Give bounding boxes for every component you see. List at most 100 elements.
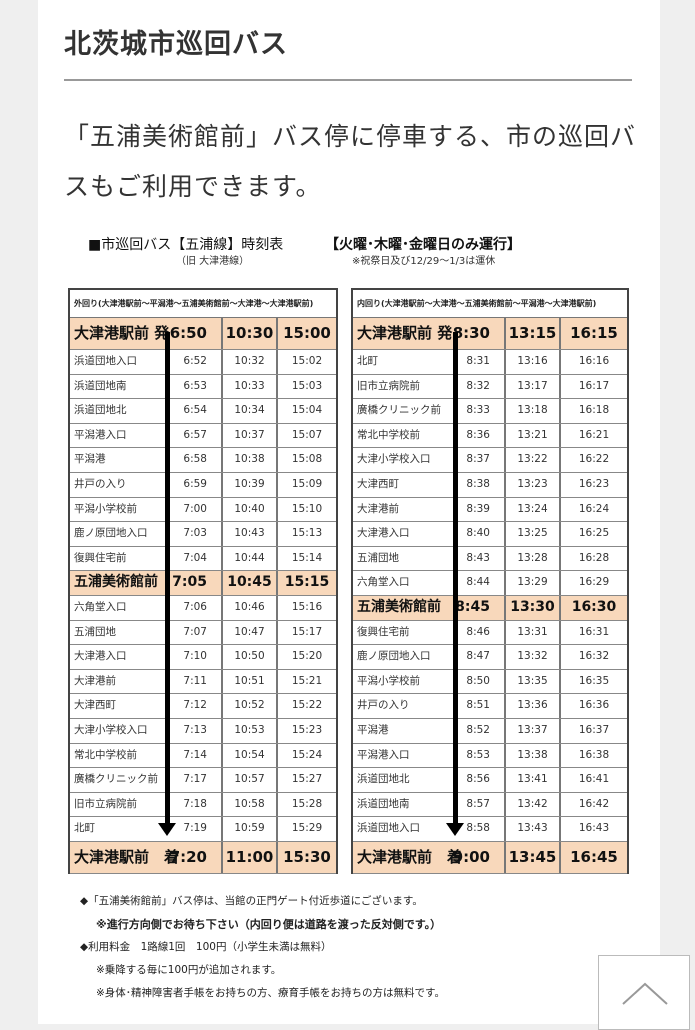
stop-name-cell: 旧市立病院前 8:32 [353, 374, 506, 399]
stop-name: 平潟小学校前 [357, 674, 420, 687]
table-row: 大津西町 7:12 10:52 15:22 [70, 694, 336, 719]
departure-time: 15:30 [283, 847, 331, 866]
table-row: 大津小学校入口 8:37 13:22 16:22 [353, 448, 627, 473]
departure-time: 7:11 [183, 674, 207, 687]
departure-time: 13:36 [506, 694, 561, 718]
departure-time: 10:58 [223, 792, 278, 817]
stop-name: 大津港駅前 着 [74, 847, 180, 866]
departure-time: 15:02 [291, 355, 323, 367]
departure-time: 15:28 [291, 797, 323, 810]
notes: ◆「五浦美術館前」バス停は、当館の正門ゲート付近歩道にございます。 ※進行方向側… [80, 890, 445, 1005]
table-row: 平潟港入口 6:57 10:37 15:07 [70, 423, 336, 449]
table-row: 大津港前 7:11 10:51 15:21 [70, 669, 336, 695]
stop-name: 鹿ノ原団地入口 [74, 527, 148, 540]
table-row: 鹿ノ原団地入口 7:03 10:43 15:13 [70, 522, 336, 547]
stop-name-cell: 大津小学校入口 7:13 [70, 718, 223, 743]
timetable-caption: ■市巡回バス【五浦線】時刻表 [88, 237, 284, 253]
stop-name-cell: 鹿ノ原団地入口 7:03 [70, 522, 223, 546]
stop-name-cell: 平潟港 8:52 [353, 718, 506, 743]
stop-name: 大津港駅前 発 [357, 324, 453, 342]
start-row: 大津港駅前 発 6:50 10:30 15:00 [70, 318, 336, 350]
departure-time: 15:21 [291, 674, 323, 687]
table-row: 浜道団地南 6:53 10:33 15:03 [70, 374, 336, 400]
departure-time: 13:22 [506, 448, 561, 472]
departure-time: 8:58 [466, 822, 490, 835]
stop-name-cell: 常北中学校前 7:14 [70, 743, 223, 768]
departure-time: 7:04 [183, 551, 207, 564]
stop-name-cell: 大津港駅前 着 7:20 [70, 841, 223, 873]
departure-time: 7:19 [183, 822, 207, 835]
scroll-to-top-button[interactable] [598, 955, 690, 1030]
departure-time: 7:07 [183, 625, 207, 638]
departure-time: 7:20 [169, 847, 207, 866]
departure-time: 10:45 [223, 571, 278, 595]
departure-time: 13:42 [506, 792, 561, 817]
stop-name-cell: 大津港駅前 発 6:50 [70, 318, 223, 349]
departure-time: 8:30 [452, 324, 490, 342]
stop-name: 北町 [357, 355, 378, 367]
highlight-stop-row: 五浦美術館前 7:05 10:45 15:15 [70, 571, 336, 596]
departure-time: 7:06 [183, 600, 207, 613]
table-row: 大津港前 8:39 13:24 16:24 [353, 497, 627, 523]
table-row: 平潟港入口 8:53 13:38 16:38 [353, 743, 627, 769]
stop-name-cell: 平潟港入口 6:57 [70, 423, 223, 448]
departure-time: 15:29 [291, 822, 323, 835]
table-row: 常北中学校前 7:14 10:54 15:24 [70, 743, 336, 769]
table-row: 井戸の入り 8:51 13:36 16:36 [353, 694, 627, 719]
departure-time: 13:31 [506, 620, 561, 645]
stop-name-cell: 六角堂入口 8:44 [353, 571, 506, 595]
table-row: 平潟小学校前 7:00 10:40 15:10 [70, 497, 336, 523]
departure-time: 13:35 [506, 669, 561, 694]
stop-name-cell: 浜道団地入口 6:52 [70, 350, 223, 374]
stop-name: 常北中学校前 [357, 428, 420, 441]
departure-time: 10:54 [223, 743, 278, 768]
table-row: 廣橋クリニック前 8:33 13:18 16:18 [353, 399, 627, 424]
table-row: 大津小学校入口 7:13 10:53 15:23 [70, 718, 336, 744]
stop-name-cell: 五浦団地 8:43 [353, 546, 506, 571]
stop-name: 井戸の入り [357, 699, 410, 712]
stop-name: 大津港前 [357, 502, 399, 515]
stop-name: 廣橋クリニック前 [74, 773, 158, 786]
departure-time: 13:32 [506, 645, 561, 669]
table-row: 大津港入口 7:10 10:50 15:20 [70, 645, 336, 670]
table-row: 浜道団地北 6:54 10:34 15:04 [70, 399, 336, 424]
departure-time: 8:46 [466, 625, 490, 638]
stop-name: 五浦団地 [357, 551, 399, 564]
departure-time: 6:57 [183, 428, 207, 441]
stop-name: 浜道団地北 [74, 404, 127, 417]
departure-time: 6:52 [183, 355, 207, 367]
stop-name: 大津西町 [357, 477, 399, 490]
stop-name-cell: 大津西町 8:38 [353, 472, 506, 497]
stop-name: 大津小学校入口 [357, 453, 431, 466]
departure-time: 15:16 [291, 600, 323, 613]
departure-time: 6:59 [183, 477, 207, 490]
departure-time: 9:00 [452, 847, 490, 866]
stop-name-cell: 六角堂入口 7:06 [70, 595, 223, 620]
departure-time: 10:32 [223, 350, 278, 374]
departure-time: 10:38 [223, 448, 278, 472]
departure-time: 13:29 [506, 571, 561, 595]
departure-time: 16:22 [578, 453, 610, 466]
stop-name-cell: 平潟港 6:58 [70, 448, 223, 472]
table-row: 復興住宅前 8:46 13:31 16:31 [353, 620, 627, 646]
stop-name: 大津港駅前 発 [74, 324, 170, 342]
stop-name: 北町 [74, 822, 95, 835]
departure-time: 6:50 [169, 324, 207, 342]
departure-time: 7:17 [183, 773, 207, 786]
stop-name: 平潟港入口 [357, 748, 410, 761]
departure-time: 13:16 [506, 350, 561, 374]
stop-name: 大津港駅前 着 [357, 847, 463, 866]
wait-side-note: ※進行方向側でお待ち下さい（内回り便は道路を渡った反対側です。） [96, 918, 442, 931]
departure-time: 8:57 [466, 797, 490, 810]
departure-time: 7:10 [183, 650, 207, 663]
stop-name-cell: 大津港入口 8:40 [353, 522, 506, 546]
stop-name-cell: 浜道団地南 6:53 [70, 374, 223, 399]
stop-name: 大津港入口 [357, 527, 410, 540]
table-row: 浜道団地入口 8:58 13:43 16:43 [353, 817, 627, 842]
departure-time: 6:58 [183, 453, 207, 466]
stop-name: 常北中学校前 [74, 748, 137, 761]
departure-time: 11:00 [223, 841, 278, 873]
departure-time: 7:18 [183, 797, 207, 810]
stop-name: 浜道団地入口 [357, 822, 420, 835]
stop-name: 平潟港入口 [74, 428, 127, 441]
